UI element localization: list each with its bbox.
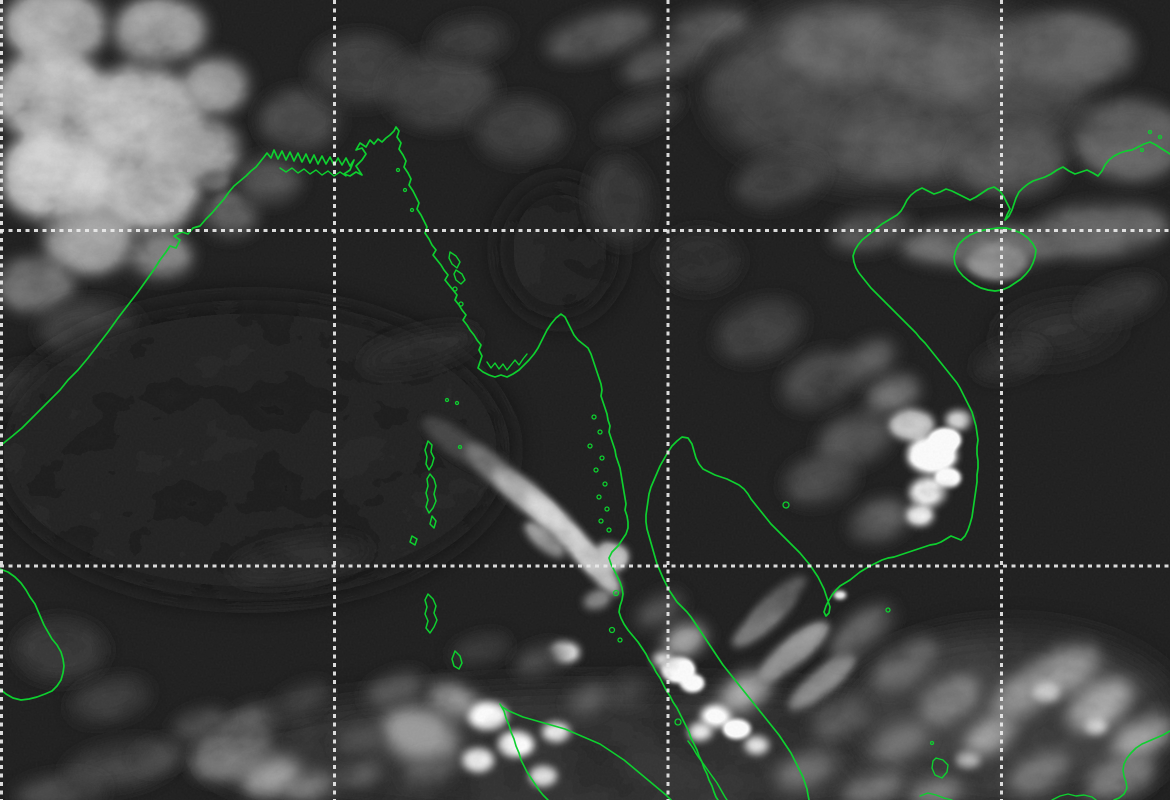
small-island-outline	[597, 429, 603, 435]
small-island-outline	[591, 414, 597, 420]
small-island-outline	[395, 167, 401, 173]
small-island-outline	[674, 718, 682, 726]
small-island-outline	[885, 607, 891, 613]
coast-sumatra-west	[499, 703, 549, 800]
small-island-outline	[587, 443, 593, 449]
small-island-outline	[617, 637, 623, 643]
small-island-outline	[596, 494, 602, 500]
small-island-outline	[458, 301, 464, 307]
small-island-outline	[782, 501, 790, 509]
islands-rakhine-offshore	[448, 251, 466, 285]
islands-nicobar	[409, 535, 463, 670]
small-island-outline	[608, 626, 616, 634]
small-island-outline	[409, 207, 415, 213]
island-natuna	[931, 757, 949, 779]
small-island-outline	[612, 589, 620, 597]
small-island-outline	[457, 444, 463, 450]
small-island-outline	[1139, 147, 1145, 153]
coast-borneo-northwest	[1113, 730, 1170, 800]
small-island-outline	[452, 286, 458, 292]
coast-malay-peninsula-east	[645, 451, 810, 800]
small-island-outline	[606, 527, 612, 533]
small-island-outline	[402, 187, 408, 193]
small-island-outline	[1147, 129, 1153, 135]
coast-india-bangladesh-myanmar-malaypeninsula	[0, 126, 719, 800]
small-island-outline	[929, 740, 935, 746]
coastline-overlay-layer	[0, 126, 1170, 800]
coast-sumatra-east-strait	[687, 740, 728, 800]
island-sri-lanka	[0, 568, 65, 701]
small-island-outline	[1157, 134, 1163, 140]
coast-gulf-of-thailand-vietnam-china	[667, 141, 1170, 617]
islands-bottom-edge	[919, 792, 1097, 800]
island-hainan	[953, 227, 1037, 292]
small-island-outline	[454, 400, 460, 406]
coast-sumatra-northeast	[501, 706, 672, 800]
islands-andaman	[424, 440, 437, 529]
delta-sundarbans-channels	[279, 167, 347, 177]
small-island-outline	[593, 467, 599, 473]
small-island-outline	[444, 397, 450, 403]
small-island-outline	[602, 481, 608, 487]
small-island-outline	[604, 506, 610, 512]
small-island-outline	[598, 518, 604, 524]
delta-irrawaddy-channels	[486, 353, 528, 371]
small-island-outline	[599, 455, 605, 461]
